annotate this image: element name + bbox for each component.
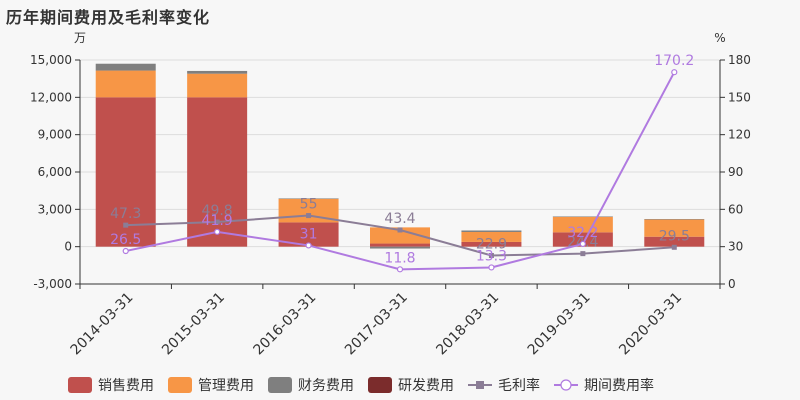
point-期间费用率 <box>396 266 404 273</box>
y-left-tick-label: 9,000 <box>38 128 72 142</box>
point-毛利率 <box>580 251 586 257</box>
x-tick-label: 2017-03-31 <box>342 290 411 359</box>
y-right-tick-label: 180 <box>728 53 751 67</box>
bar-财务费用 <box>644 219 705 220</box>
point-期间费用率 <box>671 69 678 76</box>
data-label-期间费用率: 26.5 <box>110 232 141 248</box>
legend-label-销售费用: 销售费用 <box>98 378 154 394</box>
data-label-期间费用率: 11.8 <box>384 250 415 266</box>
legend-label-期间费用率: 期间费用率 <box>584 377 654 394</box>
data-label-期间费用率: 170.2 <box>654 53 694 69</box>
y-right-tick-label: 120 <box>728 128 751 142</box>
bar-管理费用 <box>461 231 522 242</box>
y-right-tick-label: 90 <box>728 165 743 179</box>
bar-销售费用 <box>552 232 613 247</box>
legend-swatch-管理费用 <box>168 377 192 393</box>
bar-管理费用 <box>644 219 705 237</box>
y-right-tick-label: 30 <box>728 240 743 254</box>
bar-管理费用 <box>187 73 248 98</box>
bar-管理费用 <box>370 227 430 244</box>
data-label-期间费用率: 31 <box>300 226 318 242</box>
bar-销售费用 <box>370 243 430 247</box>
point-毛利率 <box>488 253 494 259</box>
point-期间费用率 <box>488 264 495 271</box>
point-期间费用率 <box>122 247 129 255</box>
x-tick-label: 2020-03-31 <box>616 290 685 359</box>
bar-销售费用 <box>461 241 522 247</box>
x-tick-label: 2016-03-31 <box>251 290 320 359</box>
legend-marker-毛利率 <box>476 381 484 389</box>
bar-管理费用 <box>552 216 613 233</box>
data-label-毛利率: 55 <box>300 197 318 213</box>
data-label-毛利率: 43.4 <box>384 211 415 227</box>
y-left-tick-label: -3,000 <box>33 277 72 291</box>
legend-label-管理费用: 管理费用 <box>198 378 254 394</box>
x-tick-label: 2015-03-31 <box>159 290 228 359</box>
legend-swatch-研发费用 <box>368 377 392 393</box>
bar-管理费用 <box>95 70 156 98</box>
y-left-tick-label: 15,000 <box>30 53 72 67</box>
legend-label-毛利率: 毛利率 <box>498 377 540 394</box>
legend-swatch-财务费用 <box>268 377 292 393</box>
legend-label-研发费用: 研发费用 <box>398 378 454 394</box>
y-left-tick-label: 6,000 <box>38 165 72 179</box>
data-label-毛利率: 29.5 <box>659 228 690 244</box>
y-right-tick-label: 60 <box>728 202 743 216</box>
y-left-tick-label: 0 <box>64 240 72 254</box>
point-期间费用率 <box>214 228 221 235</box>
point-期间费用率 <box>305 242 312 249</box>
y-left-tick-label: 3,000 <box>38 202 72 216</box>
y-left-tick-label: 12,000 <box>30 90 72 104</box>
data-label-期间费用率: 13.3 <box>476 248 507 264</box>
y-left-unit: 万 <box>74 31 86 45</box>
data-label-毛利率: 47.3 <box>110 206 141 222</box>
point-毛利率 <box>397 227 403 233</box>
point-期间费用率 <box>579 240 586 248</box>
data-label-毛利率: 49.8 <box>202 203 233 219</box>
point-毛利率 <box>671 244 677 250</box>
bar-销售费用 <box>644 236 705 247</box>
bar-财务费用 <box>461 230 522 232</box>
legend-label-财务费用: 财务费用 <box>298 378 354 394</box>
data-label-期间费用率: 41.9 <box>202 213 233 229</box>
point-毛利率 <box>306 213 312 219</box>
x-tick-label: 2014-03-31 <box>68 290 137 359</box>
x-tick-label: 2019-03-31 <box>525 290 594 359</box>
bar-财务费用 <box>552 216 613 217</box>
data-label-期间费用率: 32.2 <box>567 225 598 241</box>
point-毛利率 <box>123 222 129 228</box>
bar-财务费用 <box>187 70 248 74</box>
x-tick-label: 2018-03-31 <box>433 290 502 359</box>
bar-财务费用 <box>95 63 156 71</box>
point-毛利率 <box>214 219 220 225</box>
y-right-unit: % <box>714 31 725 45</box>
legend-marker-期间费用率 <box>560 379 572 391</box>
bar-财务费用 <box>278 198 339 199</box>
legend-swatch-销售费用 <box>68 377 92 393</box>
bar-销售费用 <box>95 97 156 247</box>
chart-title: 历年期间费用及毛利率变化 <box>6 8 211 27</box>
y-right-tick-label: 0 <box>728 277 736 291</box>
y-right-tick-label: 150 <box>728 90 751 104</box>
data-label-毛利率: 22.9 <box>476 237 507 253</box>
bar-财务费用 <box>370 246 430 249</box>
